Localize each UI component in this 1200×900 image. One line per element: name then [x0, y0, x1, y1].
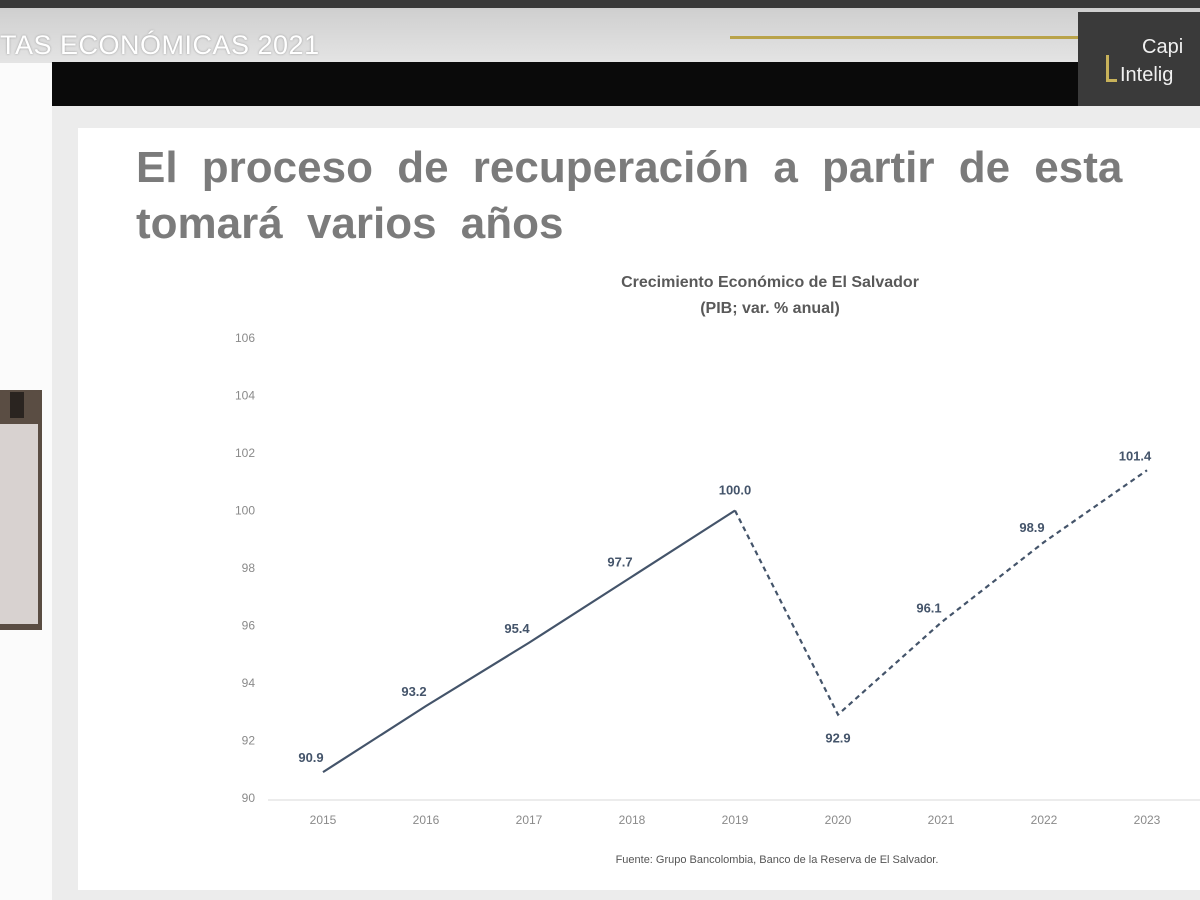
y-tick-label: 96: [242, 619, 256, 633]
x-axis: 2015 2016 2017 2018 2019 2020 2021 2022 2023: [268, 799, 1200, 827]
data-label: 97.7: [607, 555, 632, 570]
logo-text-line2: Intelig: [1120, 64, 1174, 86]
event-title: TAS ECONÓMICAS 2021: [0, 30, 320, 60]
chart-subtitle: (PIB; var. % anual): [700, 300, 840, 317]
data-label: 101.4: [1119, 448, 1152, 463]
speaker-video-frame: [0, 424, 38, 624]
series-lines: [322, 469, 1148, 774]
y-tick-label: 98: [242, 561, 256, 575]
header-black-bar: [52, 62, 1082, 106]
data-label: 96.1: [916, 601, 941, 616]
data-labels: 90.9 93.2 95.4 97.7 100.0 92.9 96.1 98.9 101.4: [298, 448, 1152, 765]
x-tick-label: 2022: [1031, 813, 1058, 827]
event-header-band: [0, 8, 1200, 63]
x-tick-label: 2020: [825, 813, 852, 827]
y-tick-label: 106: [235, 331, 255, 345]
chart-title: Crecimiento Económico de El Salvador: [621, 274, 919, 291]
data-label: 95.4: [504, 621, 530, 636]
x-tick-label: 2017: [516, 813, 543, 827]
y-tick-label: 100: [235, 504, 255, 518]
x-tick-label: 2021: [928, 813, 955, 827]
y-tick-label: 94: [242, 676, 256, 690]
x-tick-label: 2019: [722, 813, 749, 827]
chart-source-note: Fuente: Grupo Bancolombia, Banco de la R…: [616, 854, 939, 866]
slide-title: El proceso de recuperación a partir de e…: [136, 140, 1200, 252]
data-label: 93.2: [401, 684, 426, 699]
data-label: 92.9: [825, 731, 850, 746]
x-tick-label: 2016: [413, 813, 440, 827]
header-accent-line: [730, 36, 1080, 39]
y-tick-label: 90: [242, 791, 256, 805]
projection-line: [734, 469, 1148, 717]
logo-text-line1: Capi: [1142, 36, 1184, 58]
x-tick-label: 2023: [1134, 813, 1161, 827]
speaker-video-thumbnail[interactable]: [0, 390, 42, 630]
y-tick-label: 104: [235, 389, 255, 403]
x-tick-label: 2015: [310, 813, 337, 827]
y-tick-label: 92: [242, 734, 256, 748]
slide-title-line1: El proceso de recuperación a partir de e…: [136, 143, 1123, 192]
x-tick-label: 2018: [619, 813, 646, 827]
y-axis: 90 92 94 96 98 100 102 104 106: [235, 331, 255, 805]
y-tick-label: 102: [235, 446, 255, 460]
slide-title-line2: tomará varios años: [136, 199, 564, 248]
logo-bracket-icon: [1106, 55, 1117, 82]
speaker-video-detail: [10, 392, 24, 418]
presentation-slide: [78, 128, 1200, 890]
data-label: 100.0: [719, 483, 752, 498]
gdp-growth-chart: Crecimiento Económico de El Salvador (PI…: [235, 274, 1200, 866]
historical-line: [322, 509, 736, 774]
data-label: 98.9: [1019, 520, 1044, 535]
window-top-strip: [0, 0, 1200, 8]
brand-logo: [1078, 12, 1200, 114]
data-label: 90.9: [298, 750, 323, 765]
